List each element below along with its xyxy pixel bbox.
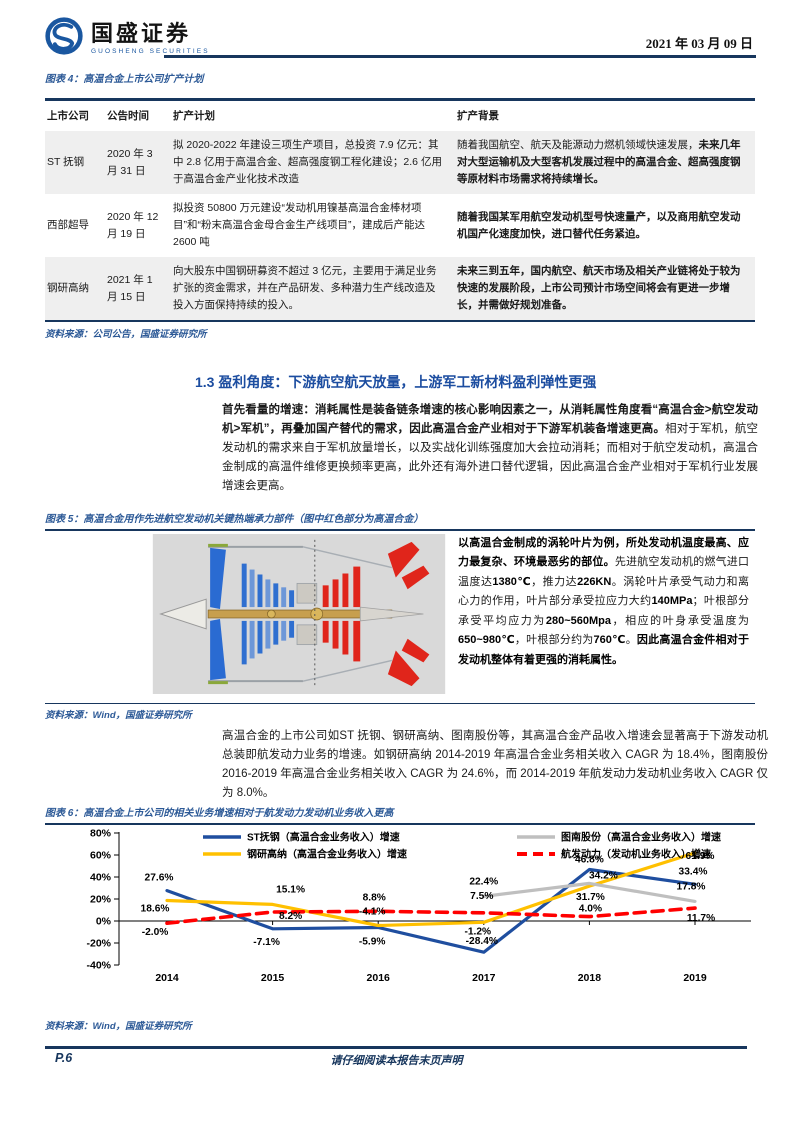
- svg-text:8.8%: 8.8%: [363, 892, 386, 903]
- svg-text:4.0%: 4.0%: [579, 903, 602, 914]
- figure5-block: 图表 5：高温合金用作先进航空发动机关键热端承力部件（图中红色部分为高温合金）: [45, 510, 755, 721]
- svg-text:60%: 60%: [90, 849, 112, 861]
- svg-text:11.7%: 11.7%: [687, 913, 715, 924]
- figure5-top-rule: [45, 529, 755, 531]
- table-row: 钢研高纳 2021 年 1 月 15 日向大股东中国钢研募资不超过 3 亿元，主要…: [45, 257, 755, 320]
- figure5-source: 资料来源：Wind，国盛证券研究所: [45, 710, 192, 721]
- background-cell: 随着我国某军用航空发动机型号快速量产，以及商用航空发动机国产化速度加快，进口替代…: [457, 210, 741, 240]
- date-cell: 2020 年 12 月 19 日: [107, 210, 159, 240]
- svg-text:18.6%: 18.6%: [141, 903, 170, 914]
- svg-text:-4.1%: -4.1%: [359, 906, 386, 917]
- svg-text:2016: 2016: [367, 972, 391, 984]
- growth-line-chart: 80% 60% 40% 20% 0% -20% -40% 2014 2015 2016 2017 20…: [45, 825, 755, 1014]
- figure6-caption: 图表 6：高温合金上市公司的相关业务增速相对于航发动力发动机业务收入更高: [45, 808, 394, 819]
- table-row: 西部超导 2020 年 12 月 19 日拟投资 50800 万元建设“发动机用镍…: [45, 194, 755, 257]
- engine-diagram: [152, 533, 446, 699]
- date-cell: 2020 年 3 月 31 日: [107, 147, 153, 177]
- plan-cell: 向大股东中国钢研募资不超过 3 亿元，主要用于满足业务扩张的资金需求，并在产品研…: [173, 265, 437, 311]
- svg-text:2017: 2017: [472, 972, 496, 984]
- company-cell: 钢研高纳: [47, 282, 89, 294]
- svg-text:22.4%: 22.4%: [469, 876, 498, 887]
- brand-name: 国盛证券: [91, 20, 192, 46]
- svg-text:40%: 40%: [90, 871, 112, 883]
- company-logo: 国盛证券 GUOSHENG SECURITIES: [44, 16, 210, 61]
- paragraph-bold-lead: 首先看量的增速：消耗属性是装备链条增速的核心影响因素之一，从消耗属性角度看“高温…: [222, 404, 758, 435]
- svg-text:2019: 2019: [683, 972, 707, 984]
- plan-cell: 拟投资 50800 万元建设“发动机用镍基高温合金棒材项目”和“粉末高温合金母合…: [173, 202, 425, 248]
- engine-description: 以高温合金制成的涡轮叶片为例，所处发动机温度最高、应力最复杂、环境最恶劣的部位。…: [458, 536, 750, 666]
- figure4-block: 图表 4：高温合金上市公司扩产计划 上市公司 公告时间 扩产计划 扩产背景 ST 抚钢 2…: [45, 70, 755, 340]
- svg-text:-1.2%: -1.2%: [464, 926, 491, 937]
- svg-text:80%: 80%: [90, 827, 112, 839]
- svg-text:20%: 20%: [90, 893, 112, 905]
- table-row: ST 抚钢 2020 年 3 月 31 日拟 2020-2022 年建设三项生产项…: [45, 131, 755, 194]
- svg-text:27.6%: 27.6%: [145, 872, 174, 883]
- table-header-row: 上市公司 公告时间 扩产计划 扩产背景: [45, 101, 755, 131]
- header-divider: [164, 55, 756, 58]
- cagr-paragraph: 高温合金的上市公司如ST 抚钢、钢研高纳、图南股份等，其高温合金产品收入增速会显…: [222, 730, 768, 799]
- svg-text:7.5%: 7.5%: [470, 890, 493, 901]
- svg-text:31.7%: 31.7%: [576, 892, 605, 903]
- figure4-source: 资料来源：公司公告，国盛证券研究所: [45, 329, 207, 340]
- column-header: 公告时间: [107, 110, 149, 122]
- plan-cell: 拟 2020-2022 年建设三项生产项目，总投资 7.9 亿元：其中 2.8 …: [173, 139, 442, 185]
- expansion-table: 上市公司 公告时间 扩产计划 扩产背景 ST 抚钢 2020 年 3 月 31 日拟 20…: [45, 98, 755, 322]
- svg-text:ST抚钢（高温合金业务收入）增速: ST抚钢（高温合金业务收入）增速: [247, 830, 400, 843]
- column-header: 上市公司: [47, 110, 89, 122]
- figure6-source: 资料来源：Wind，国盛证券研究所: [45, 1020, 192, 1032]
- svg-text:2018: 2018: [578, 972, 602, 984]
- svg-text:-20%: -20%: [86, 937, 111, 949]
- svg-text:8.2%: 8.2%: [279, 910, 302, 921]
- background-cell: 未来三到五年，国内航空、航天市场及相关产业链将处于较为快速的发展阶段，上市公司预…: [457, 265, 741, 311]
- svg-text:33.4%: 33.4%: [679, 866, 708, 877]
- footer-divider: [45, 1046, 747, 1049]
- svg-text:-2.0%: -2.0%: [142, 927, 169, 938]
- figure5-bottom-rule: [45, 702, 755, 704]
- svg-text:-5.9%: -5.9%: [359, 936, 386, 947]
- figure6-top-rule: [45, 823, 755, 825]
- svg-text:图南股份（高温合金业务收入）增速: 图南股份（高温合金业务收入）增速: [561, 830, 721, 843]
- date-cell: 2021 年 1 月 15 日: [107, 273, 153, 303]
- svg-text:2014: 2014: [155, 972, 179, 984]
- page-number: P.6: [55, 1051, 73, 1065]
- background-cell: 随着我国航空、航天及能源动力燃机领域快速发展，未来几年对大型运输机及大型客机发展…: [457, 139, 741, 185]
- svg-text:-7.1%: -7.1%: [253, 936, 280, 947]
- footer-disclaimer: 请仔细阅读本报告末页声明: [330, 1055, 463, 1067]
- column-header: 扩产计划: [173, 110, 215, 122]
- figure6-block: 图表 6：高温合金上市公司的相关业务增速相对于航发动力发动机业务收入更高 80%…: [45, 804, 755, 1032]
- column-header: 扩产背景: [457, 110, 499, 122]
- svg-text:航发动力（发动机业务收入）增速: 航发动力（发动机业务收入）增速: [561, 847, 711, 860]
- svg-text:17.8%: 17.8%: [677, 881, 706, 892]
- figure4-caption: 图表 4：高温合金上市公司扩产计划: [45, 74, 204, 85]
- svg-text:46.8%: 46.8%: [575, 854, 604, 865]
- svg-text:34.2%: 34.2%: [589, 870, 618, 881]
- report-date: 2021 年 03 月 09 日: [645, 36, 753, 51]
- svg-text:61.9%: 61.9%: [686, 850, 715, 861]
- brand-name-en: GUOSHENG SECURITIES: [91, 47, 210, 55]
- section-title: 1.3 盈利角度：下游航空航天放量，上游军工新材料盈利弹性更强: [195, 374, 597, 390]
- logo-icon: [44, 16, 84, 61]
- paragraph-rest: 相对于军机，航空发动机的需求来自于军机放量增长，以及实战化训练强度加大会拉动消耗…: [222, 423, 758, 492]
- svg-text:钢研高纳（高温合金业务收入）增速: 钢研高纳（高温合金业务收入）增速: [247, 847, 407, 860]
- svg-text:2015: 2015: [261, 972, 285, 984]
- company-cell: ST 抚钢: [47, 156, 85, 168]
- svg-text:-40%: -40%: [86, 959, 111, 971]
- company-cell: 西部超导: [47, 219, 89, 231]
- figure5-caption: 图表 5：高温合金用作先进航空发动机关键热端承力部件（图中红色部分为高温合金）: [45, 514, 424, 525]
- svg-text:0%: 0%: [96, 915, 112, 927]
- svg-text:15.1%: 15.1%: [276, 884, 305, 895]
- section-paragraph: 首先看量的增速：消耗属性是装备链条增速的核心影响因素之一，从消耗属性角度看“高温…: [222, 401, 758, 496]
- svg-text:-28.4%: -28.4%: [466, 936, 498, 947]
